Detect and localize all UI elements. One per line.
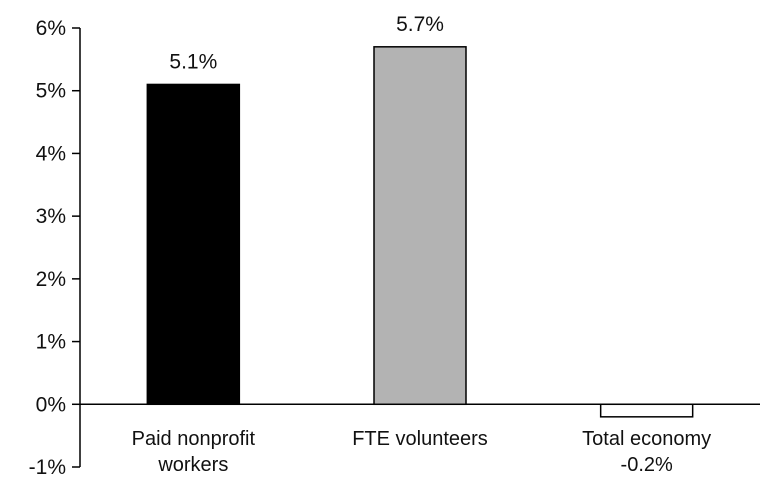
- y-tick-label: 0%: [36, 393, 66, 416]
- x-category-label: workers: [157, 454, 228, 476]
- x-category-label: FTE volunteers: [352, 428, 488, 450]
- x-category-label: Paid nonprofit: [132, 428, 256, 450]
- y-tick-label: 4%: [36, 142, 66, 165]
- bar-value-label: 5.7%: [396, 13, 444, 36]
- y-tick-label: 3%: [36, 205, 66, 228]
- y-tick-label: 1%: [36, 331, 66, 354]
- x-category-label: -0.2%: [621, 454, 673, 476]
- y-tick-label: 6%: [36, 17, 66, 40]
- bar-value-label: 5.1%: [169, 50, 217, 73]
- bar-layer: [146, 46, 694, 418]
- x-category-label: Total economy: [582, 428, 711, 450]
- y-tick-label: -1%: [29, 456, 66, 479]
- bar: [146, 83, 241, 406]
- bar: [599, 403, 694, 418]
- y-tick-label: 5%: [36, 80, 66, 103]
- label-layer: 5.1% Paid nonprofit workers 5.7% FTE volunte…: [132, 13, 712, 476]
- bar: [373, 46, 467, 406]
- y-tick-label: 2%: [36, 268, 66, 291]
